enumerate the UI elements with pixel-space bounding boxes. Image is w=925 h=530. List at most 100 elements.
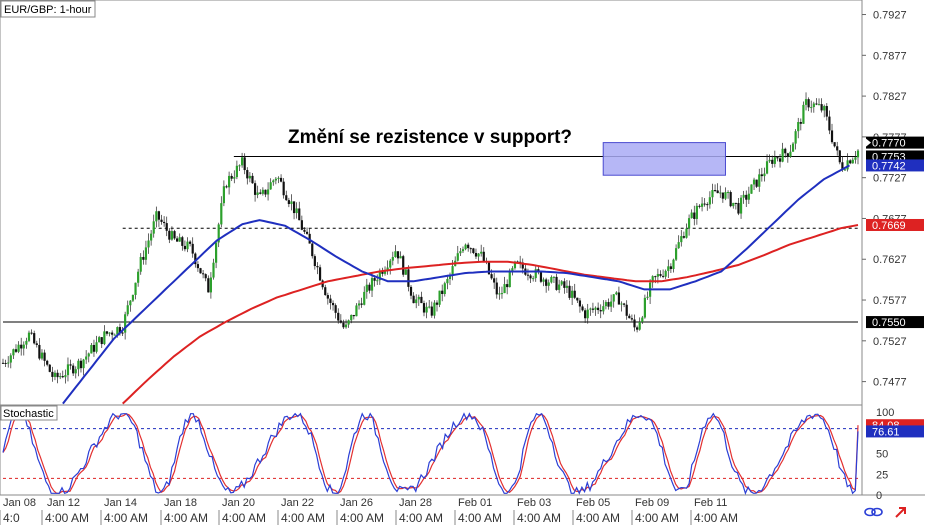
candle-body [90, 344, 93, 354]
candle-body [248, 175, 251, 179]
price-axis: 0.79270.78770.78270.77770.77270.76770.76… [862, 10, 924, 389]
candle-body [623, 303, 626, 305]
candle-body [118, 327, 122, 333]
candle-body [721, 192, 724, 199]
current-price-marker-icon [866, 138, 871, 147]
date-label: Feb 01 [458, 497, 492, 509]
candle-body [352, 314, 355, 317]
candle-body [745, 194, 748, 200]
candle-body [703, 203, 706, 205]
candle-body [490, 274, 493, 279]
candle-body [726, 192, 730, 194]
candle-body [378, 271, 381, 281]
candle-body [53, 372, 57, 377]
candle-body [142, 256, 145, 260]
candle-body [828, 116, 831, 131]
candle-body [111, 332, 114, 335]
candle-body [804, 99, 808, 105]
price-badge-label: 0.7770 [872, 138, 906, 150]
candle-body [825, 106, 828, 117]
candle-body [664, 270, 667, 277]
candle-body [493, 278, 496, 283]
candle-body [732, 202, 735, 207]
candle-body [290, 201, 293, 205]
candle-body [607, 302, 610, 307]
candle-body [417, 296, 420, 300]
candle-body [846, 160, 849, 170]
candle-body [700, 203, 704, 207]
candle-body [589, 308, 592, 310]
candle-body [98, 337, 101, 343]
candle-body [739, 197, 743, 214]
price-tick-label: 0.7627 [873, 254, 907, 266]
candle-body [233, 177, 236, 179]
candle-body [389, 260, 392, 268]
candle-body [677, 242, 680, 249]
candle-body [511, 268, 514, 271]
candle-body [222, 186, 225, 204]
candle-body [716, 190, 719, 194]
candle-body [674, 248, 678, 260]
link-icon[interactable] [864, 507, 883, 517]
candle-body [729, 192, 732, 207]
candle-body [43, 352, 46, 361]
candle-body [498, 293, 501, 295]
candle-body [116, 327, 119, 335]
candle-body [14, 349, 18, 352]
candle-body [680, 236, 683, 243]
candle-body [69, 364, 72, 366]
candle-body [92, 344, 96, 352]
candle-body [685, 228, 688, 238]
candle-body [147, 240, 150, 248]
candle-body [794, 131, 797, 144]
candle-body [269, 182, 272, 190]
candle-body [82, 359, 85, 369]
candle-body [586, 309, 589, 319]
candle-body [474, 252, 478, 257]
candle-body [64, 375, 67, 378]
candle-body [230, 175, 233, 179]
candle-body [854, 157, 857, 160]
candle-body [441, 290, 444, 295]
time-label: 4:00 AM [635, 511, 679, 525]
candle-body [38, 344, 41, 359]
candle-body [576, 297, 579, 301]
candle-body [150, 233, 153, 241]
candle-body [295, 208, 298, 214]
candle-body [591, 308, 595, 310]
date-label: Jan 12 [47, 497, 80, 509]
candle-body [357, 303, 361, 306]
candle-body [350, 314, 353, 321]
price-badge-label: 0.7550 [872, 317, 906, 329]
price-badge [866, 218, 924, 231]
candle-body [126, 305, 129, 315]
candle-body [33, 333, 36, 344]
candle-body [552, 276, 556, 278]
candle-body [851, 159, 854, 164]
candle-body [373, 278, 376, 281]
time-label: 4:00 AM [517, 511, 561, 525]
candle-body [35, 343, 38, 345]
candle-body [799, 122, 802, 124]
candle-body [292, 201, 296, 214]
candle-body [656, 274, 659, 277]
candle-body [194, 253, 197, 265]
candle-body [747, 193, 750, 200]
candle-body [95, 342, 98, 352]
candle-body [324, 287, 327, 296]
candle-body [253, 183, 257, 195]
candle-body [555, 276, 558, 290]
candle-body [326, 295, 329, 299]
candle-body [661, 275, 665, 277]
highlight-zone [602, 142, 726, 176]
candle-body [422, 303, 426, 313]
candle-body [734, 202, 737, 204]
candle-body [791, 143, 795, 152]
arrow-icon[interactable] [895, 507, 906, 518]
candle-body [594, 307, 597, 310]
candle-body [196, 264, 200, 269]
candle-body [508, 270, 511, 288]
candle-body [420, 296, 423, 304]
candle-body [165, 223, 168, 231]
